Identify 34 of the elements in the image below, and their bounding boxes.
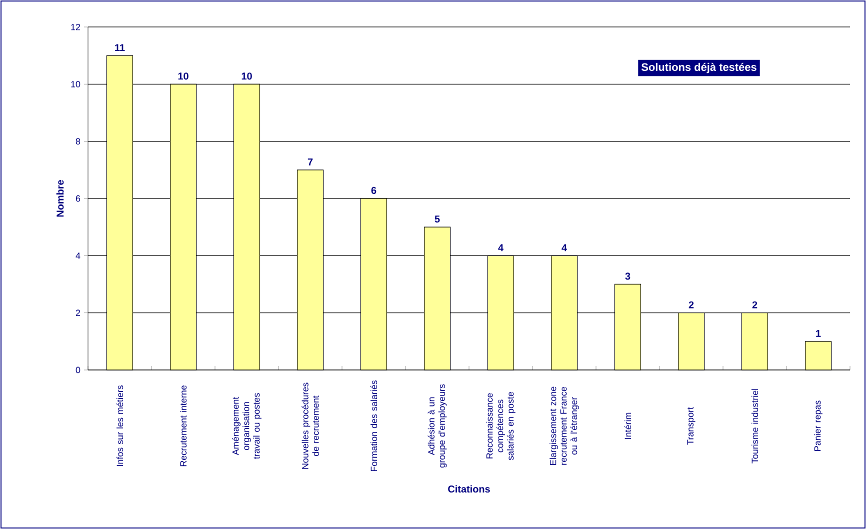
- x-tick-label: Infos sur les métiers: [116, 385, 124, 466]
- x-tick-label: Reconnaissance compétences salariés en poste: [486, 392, 516, 460]
- y-tick-label: 8: [76, 138, 80, 144]
- x-tick-label: Transport: [687, 407, 696, 445]
- data-label: 4: [562, 244, 567, 252]
- x-tick-label: Intérim: [624, 412, 632, 439]
- data-label: 5: [434, 216, 440, 223]
- y-axis-title: Nombre: [56, 180, 64, 217]
- y-tick-label: 12: [71, 24, 80, 30]
- x-tick-label: Panier repas: [814, 400, 822, 451]
- y-tick-label: 10: [71, 80, 80, 88]
- data-label: 2: [688, 301, 694, 308]
- x-tick-label: Tourisme industriel: [751, 388, 758, 464]
- data-label: 10: [242, 72, 252, 80]
- x-tick-label: Elargissement zone recrutement France ou à l'étranger: [550, 386, 579, 465]
- y-tick-label: 6: [76, 195, 80, 202]
- y-tick-label: 0: [76, 366, 80, 374]
- data-label: 3: [625, 272, 630, 280]
- x-tick-label: Recrutement interne: [180, 385, 187, 466]
- annotation: Solutions déjà testées: [641, 62, 756, 74]
- data-label: 7: [308, 158, 313, 166]
- x-axis-title: Citations: [448, 485, 490, 493]
- x-tick-label: Formation des salariés: [370, 380, 378, 472]
- y-tick-label: 2: [76, 310, 80, 316]
- x-tick-label: Aménagement organisation travail ou postes: [232, 393, 262, 459]
- data-label: 1: [816, 330, 821, 337]
- data-label: 2: [752, 301, 758, 308]
- data-label: 4: [498, 244, 504, 252]
- data-label: 10: [178, 72, 188, 80]
- x-tick-label: Adhésion à un groupe d'employeurs: [428, 384, 447, 468]
- y-tick-label: 4: [76, 252, 80, 259]
- x-tick-label: Nouvelles procédures de recrutement: [302, 382, 319, 469]
- data-label: 11: [115, 44, 125, 52]
- data-label: 6: [371, 186, 376, 194]
